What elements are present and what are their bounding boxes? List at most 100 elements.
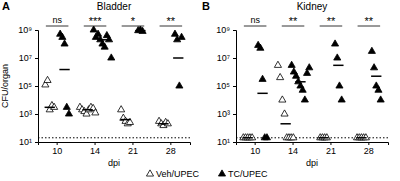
y-tick: 10⁹	[18, 25, 38, 35]
mean-line	[97, 39, 107, 41]
significance-label: ***	[89, 15, 103, 27]
legend: Veh/UPECTC/UPEC	[146, 169, 268, 179]
y-axis-line	[35, 31, 39, 143]
legend-label: TC/UPEC	[228, 169, 268, 179]
y-tick-mark	[35, 142, 38, 143]
point	[274, 61, 281, 67]
x-tick-label: 14	[288, 146, 298, 156]
mean-line	[295, 81, 305, 83]
y-axis: 10¹10³10⁵10⁷10⁹	[18, 25, 38, 147]
x-tick-mark	[132, 142, 133, 145]
significance-bracket	[46, 26, 69, 27]
x-tick-mark	[170, 142, 171, 145]
mean-line	[173, 57, 183, 59]
point	[290, 134, 297, 140]
point	[336, 82, 343, 88]
figure: ABladder10¹10³10⁵10⁷10⁹10142128dpiCFU/or…	[0, 0, 400, 181]
detection-limit	[236, 137, 388, 138]
x-axis: 10 14 21 28	[237, 142, 389, 156]
x-axis: 10 14 21 28	[39, 142, 191, 156]
x-tick-mark	[293, 142, 294, 145]
mean-line	[257, 93, 267, 95]
point	[334, 54, 341, 60]
point	[59, 33, 66, 39]
y-tick-mark	[233, 86, 236, 87]
mean-line	[333, 65, 343, 67]
point	[292, 72, 299, 78]
x-tick-mark	[255, 142, 256, 145]
point	[171, 30, 178, 36]
panel-label: B	[202, 0, 210, 12]
point	[259, 75, 266, 81]
x-tick: 21	[128, 142, 138, 156]
significance-label: **	[327, 15, 336, 27]
x-tick: 21	[326, 142, 336, 156]
point	[118, 106, 125, 112]
x-tick-label: 10	[250, 146, 260, 156]
y-tick: 10⁵	[18, 81, 38, 91]
mean-line	[82, 109, 92, 111]
x-axis-title: dpi	[306, 158, 318, 168]
y-tick-label: 10⁹	[18, 25, 32, 35]
point	[377, 96, 384, 102]
point	[301, 96, 308, 102]
panel: ABladder10¹10³10⁵10⁷10⁹10142128dpiCFU/or…	[0, 0, 191, 168]
x-tick-label: 28	[364, 146, 374, 156]
x-tick-label: 14	[90, 146, 100, 156]
x-tick-mark	[95, 142, 96, 145]
y-tick-label: 10¹	[217, 137, 230, 147]
point	[281, 110, 288, 116]
y-tick-mark	[233, 114, 236, 115]
x-tick-mark	[57, 142, 58, 145]
x-axis-line	[39, 143, 191, 146]
x-tick: 10	[52, 142, 62, 156]
point	[257, 44, 264, 50]
point	[368, 47, 375, 53]
y-tick: 10³	[19, 109, 38, 119]
mean-line	[135, 30, 145, 32]
y-tick-label: 10³	[19, 109, 32, 119]
y-tick: 10⁷	[19, 53, 38, 63]
point	[338, 96, 345, 102]
x-tick-label: 28	[166, 146, 176, 156]
x-tick-mark	[330, 142, 331, 145]
significance-label: **	[289, 15, 298, 27]
title: Kidney	[297, 1, 328, 12]
point	[108, 54, 115, 60]
point	[105, 36, 112, 42]
significance-label: **	[167, 15, 176, 27]
point	[375, 86, 382, 92]
legend-symbol	[146, 170, 153, 176]
y-axis-title: CFU/organ	[0, 64, 10, 108]
point	[299, 86, 306, 92]
mean-line	[356, 137, 366, 139]
point	[362, 134, 369, 140]
y-tick: 10⁷	[217, 53, 236, 63]
point	[178, 33, 185, 39]
point	[306, 64, 313, 70]
y-tick-mark	[233, 142, 236, 143]
x-tick-mark	[368, 142, 369, 145]
significance-label: **	[365, 15, 374, 27]
y-tick-mark	[35, 58, 38, 59]
y-tick-mark	[35, 114, 38, 115]
x-tick: 14	[90, 142, 100, 156]
x-axis-title: dpi	[108, 158, 120, 168]
mean-line	[371, 75, 381, 77]
mean-line	[280, 123, 290, 125]
point	[51, 103, 58, 109]
x-tick-label: 10	[52, 146, 62, 156]
mean-line	[318, 137, 328, 139]
point	[44, 76, 51, 82]
plot-area	[38, 26, 190, 138]
point	[63, 103, 70, 109]
x-tick: 28	[166, 142, 176, 156]
y-tick-mark	[233, 30, 236, 31]
point	[61, 40, 68, 46]
mean-line	[158, 123, 168, 125]
significance-label: *	[131, 15, 136, 27]
point	[371, 64, 378, 70]
panel-label: A	[2, 0, 10, 12]
point	[101, 43, 108, 49]
point	[279, 96, 286, 102]
